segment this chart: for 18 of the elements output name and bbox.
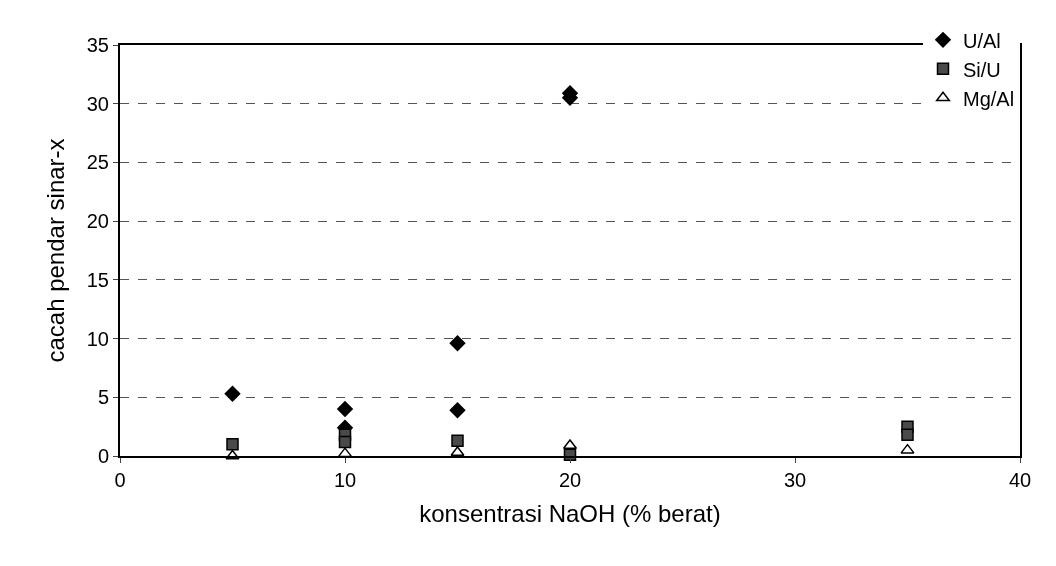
x-tick-label: 0 — [114, 469, 126, 491]
y-axis-title: cacah pendar sinar-x — [42, 138, 70, 363]
y-tick-label: 20 — [86, 210, 109, 233]
legend-label: Si/U — [963, 58, 1001, 81]
legend-label: Mg/Al — [963, 87, 1015, 110]
x-tick-label: 30 — [783, 469, 807, 491]
y-tick-label: 25 — [86, 151, 109, 174]
y-tick-label: 10 — [86, 327, 109, 350]
x-axis-title: konsentrasi NaOH (% berat) — [419, 499, 721, 527]
legend-label: U/Al — [963, 29, 1001, 52]
y-tick-label: 35 — [86, 34, 109, 56]
x-tick-label: 10 — [333, 469, 357, 491]
x-tick-label: 40 — [1008, 469, 1032, 491]
y-tick-label: 30 — [86, 92, 109, 115]
x-tick-label: 20 — [558, 469, 582, 491]
y-tick-label: 15 — [86, 268, 109, 291]
y-tick-label: 5 — [97, 386, 109, 409]
y-tick-label: 0 — [97, 445, 109, 467]
